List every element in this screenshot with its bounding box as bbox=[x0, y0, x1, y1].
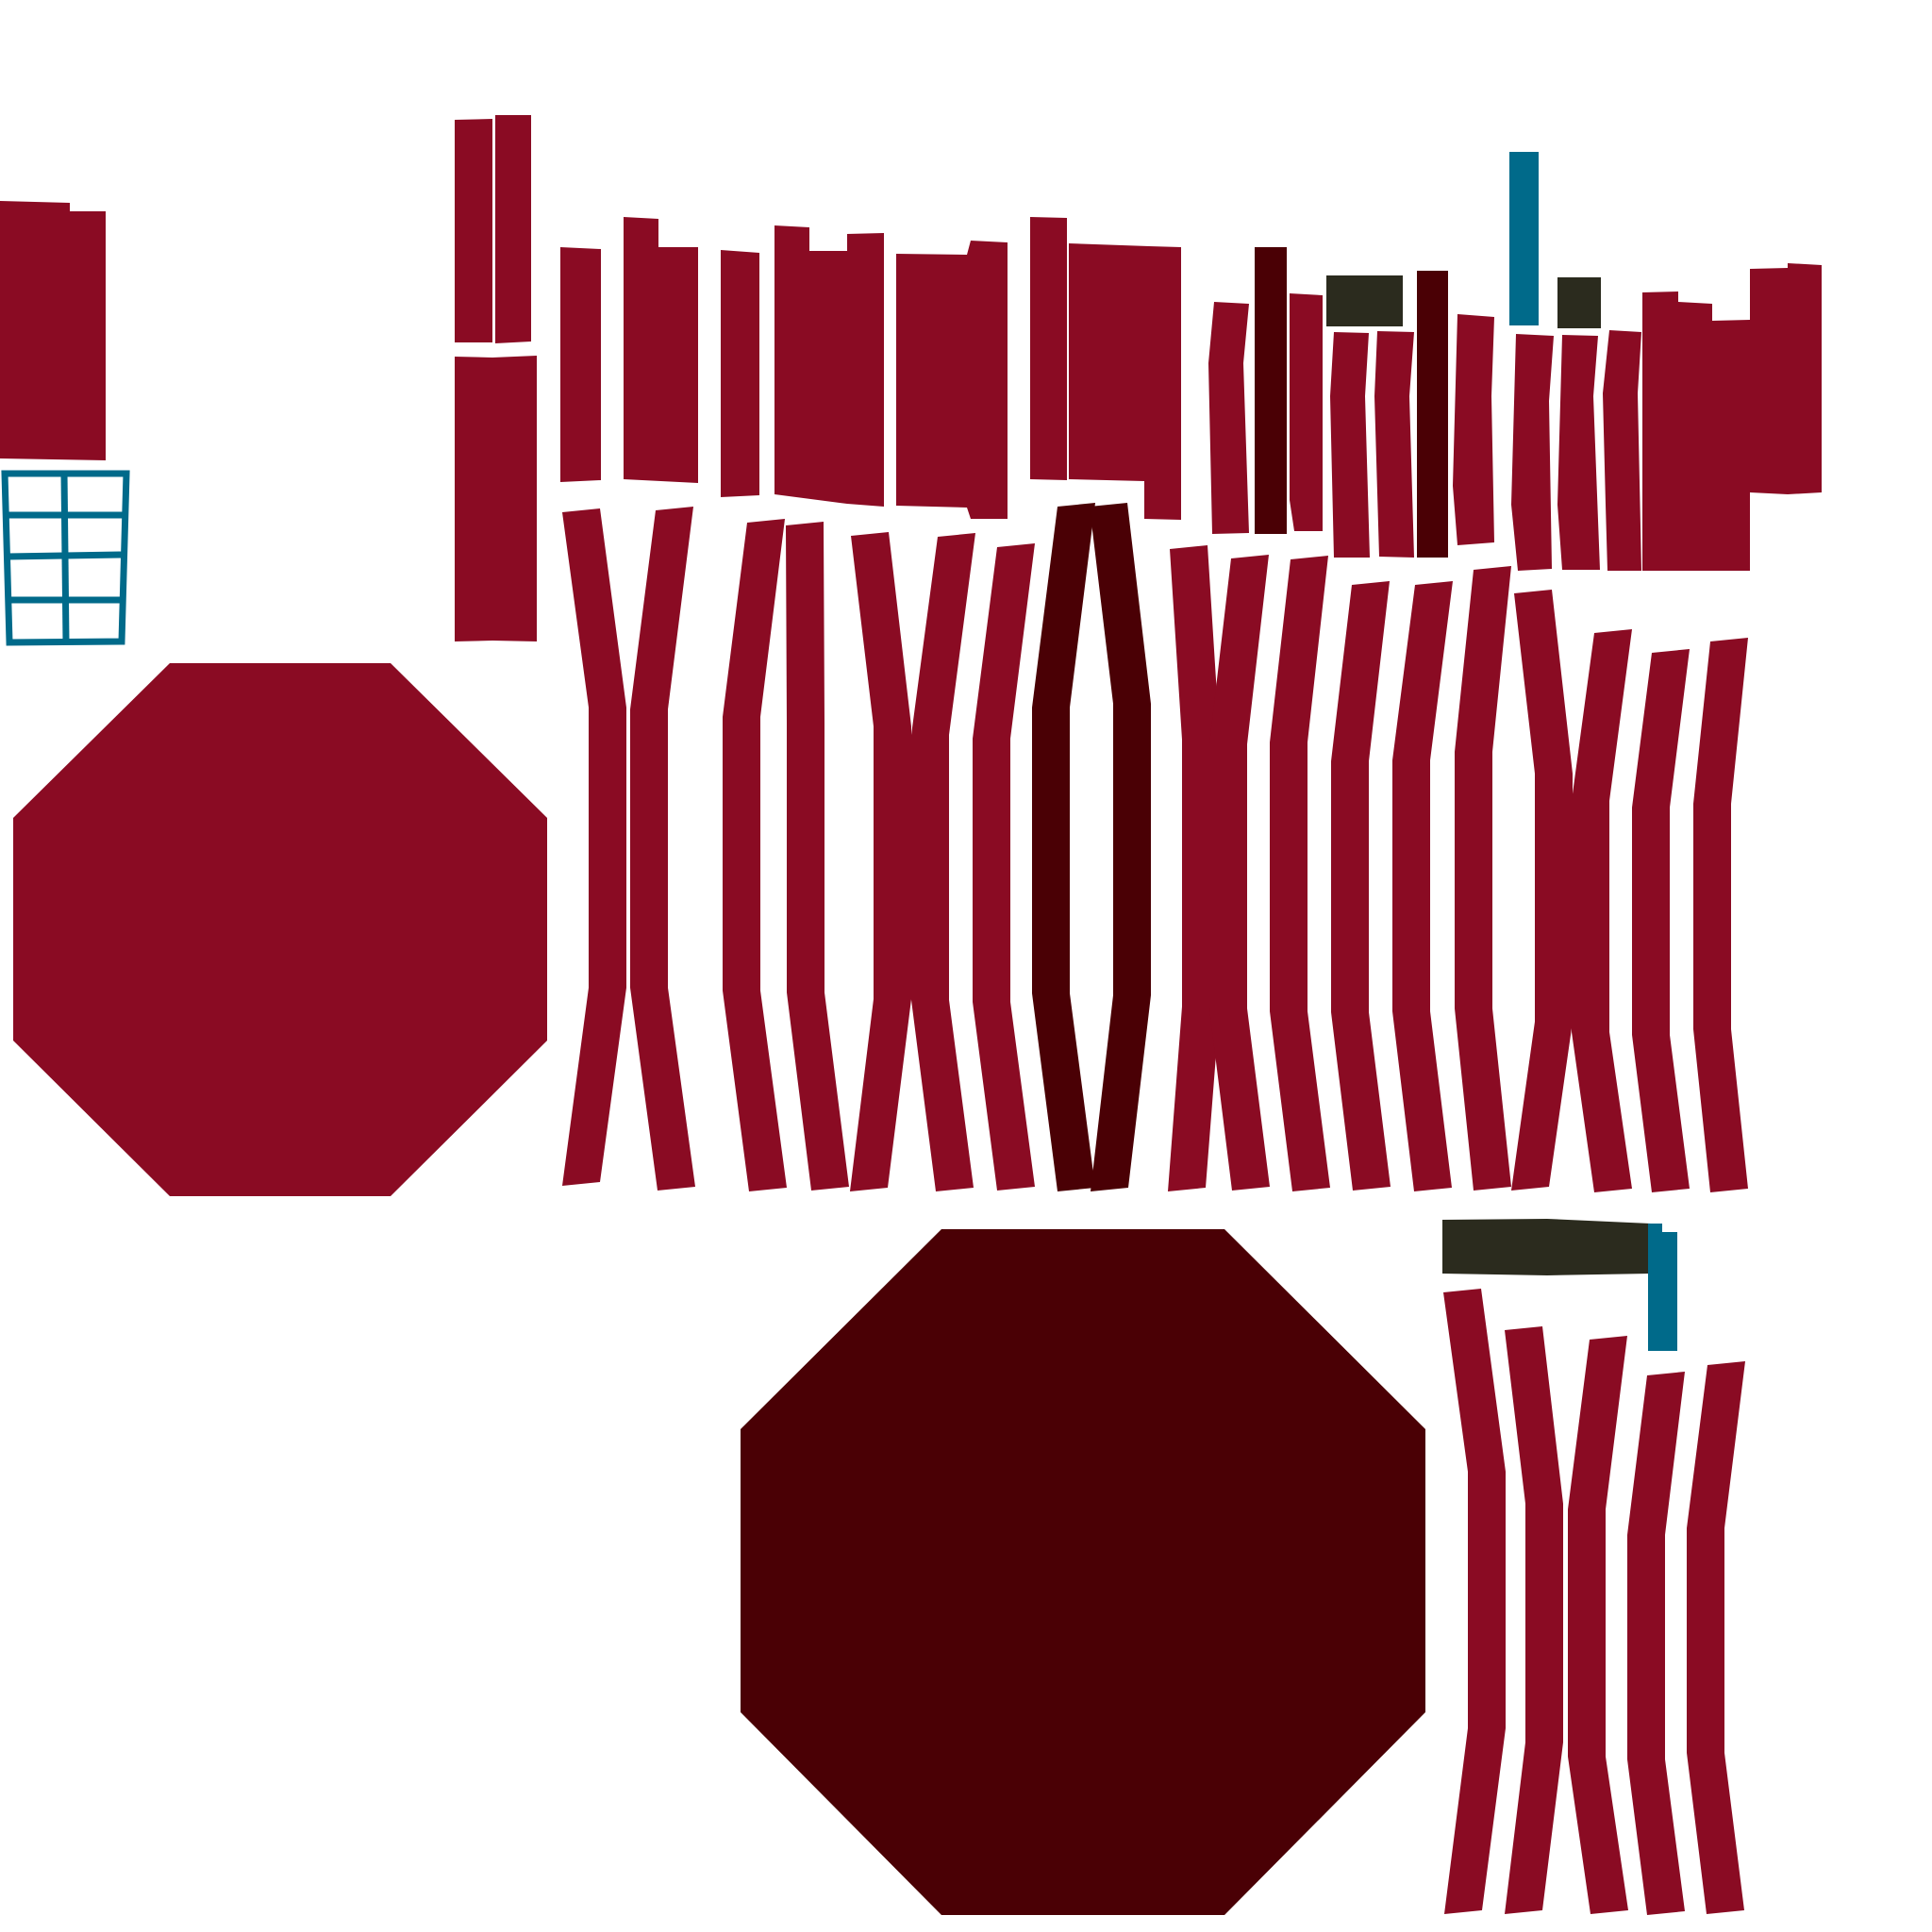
window-grid bbox=[1, 470, 130, 646]
olive-block bbox=[1442, 1219, 1651, 1275]
stave bbox=[1443, 1289, 1506, 1914]
plank bbox=[624, 217, 698, 483]
window-transom bbox=[7, 551, 125, 560]
panel-piece bbox=[0, 201, 106, 460]
stave bbox=[1511, 590, 1573, 1191]
dark-accents bbox=[1255, 247, 1448, 558]
plank bbox=[721, 250, 759, 497]
stave bbox=[1632, 649, 1690, 1192]
plank bbox=[560, 247, 601, 482]
stave bbox=[1687, 1361, 1745, 1914]
stave bbox=[1032, 503, 1095, 1191]
plank bbox=[1750, 263, 1822, 494]
plank bbox=[1642, 291, 1750, 571]
dark-plank bbox=[1255, 247, 1287, 534]
dark-plank bbox=[1417, 271, 1448, 558]
olive-blocks bbox=[1326, 275, 1651, 1275]
plank bbox=[1208, 302, 1249, 534]
plank bbox=[847, 233, 884, 507]
plank bbox=[1453, 314, 1494, 545]
plank bbox=[1557, 335, 1600, 570]
plank bbox=[455, 356, 537, 641]
plank bbox=[774, 225, 847, 504]
plank bbox=[1374, 331, 1414, 558]
stave bbox=[630, 507, 695, 1191]
stave bbox=[1209, 555, 1270, 1191]
teal-strips bbox=[1509, 152, 1677, 1351]
bottom-right-staves bbox=[1443, 1289, 1745, 1915]
plank bbox=[1290, 293, 1323, 531]
stave bbox=[1627, 1372, 1685, 1915]
stave bbox=[973, 543, 1035, 1191]
stave bbox=[850, 532, 911, 1191]
stave bbox=[1392, 581, 1453, 1191]
olive-block bbox=[1326, 275, 1403, 326]
stave bbox=[786, 522, 849, 1191]
plank bbox=[896, 241, 1008, 519]
stave bbox=[562, 508, 626, 1186]
octagon-crimson bbox=[13, 663, 547, 1196]
lower-stave-row bbox=[562, 507, 1748, 1192]
lower-stave-row-dark bbox=[1032, 503, 1151, 1191]
plank bbox=[1511, 334, 1554, 571]
stave bbox=[1568, 1336, 1628, 1914]
upper-plank-row bbox=[455, 115, 1822, 641]
plank bbox=[1030, 217, 1067, 480]
stave bbox=[911, 533, 975, 1191]
stave bbox=[1270, 556, 1330, 1191]
octagon-maroon bbox=[741, 1229, 1425, 1915]
plank bbox=[455, 119, 492, 342]
olive-block bbox=[1557, 277, 1601, 328]
stave bbox=[1090, 503, 1151, 1191]
stave bbox=[1693, 638, 1748, 1192]
teal-strip bbox=[1648, 1224, 1677, 1351]
plank bbox=[495, 115, 531, 343]
window-frame bbox=[1, 470, 130, 646]
stave bbox=[1168, 545, 1220, 1191]
plank bbox=[1330, 332, 1370, 558]
stave bbox=[723, 519, 787, 1191]
stave bbox=[1572, 629, 1632, 1192]
teal-strip bbox=[1509, 152, 1539, 325]
stave bbox=[1455, 566, 1511, 1191]
plank bbox=[1603, 330, 1641, 571]
plank bbox=[1069, 243, 1181, 520]
stave bbox=[1331, 581, 1391, 1191]
top-left-panel bbox=[0, 201, 106, 460]
stave bbox=[1505, 1326, 1563, 1914]
